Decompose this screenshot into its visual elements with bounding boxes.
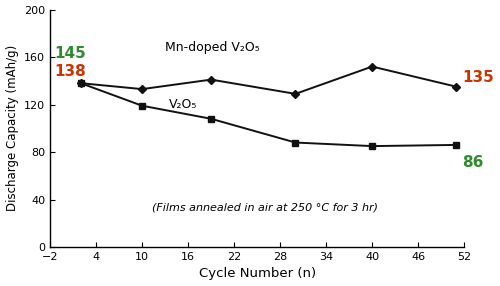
X-axis label: Cycle Number (n): Cycle Number (n) [198, 267, 316, 281]
Text: (Films annealed in air at 250 °C for 3 hr): (Films annealed in air at 250 °C for 3 h… [152, 203, 378, 213]
Y-axis label: Discharge Capacity (mAh/g): Discharge Capacity (mAh/g) [6, 45, 18, 211]
Text: 135: 135 [462, 70, 494, 85]
Text: 145: 145 [54, 46, 86, 61]
Text: V₂O₅: V₂O₅ [169, 98, 198, 111]
Text: Mn-doped V₂O₅: Mn-doped V₂O₅ [165, 41, 260, 54]
Text: 138: 138 [54, 64, 86, 79]
Text: 86: 86 [462, 155, 484, 170]
